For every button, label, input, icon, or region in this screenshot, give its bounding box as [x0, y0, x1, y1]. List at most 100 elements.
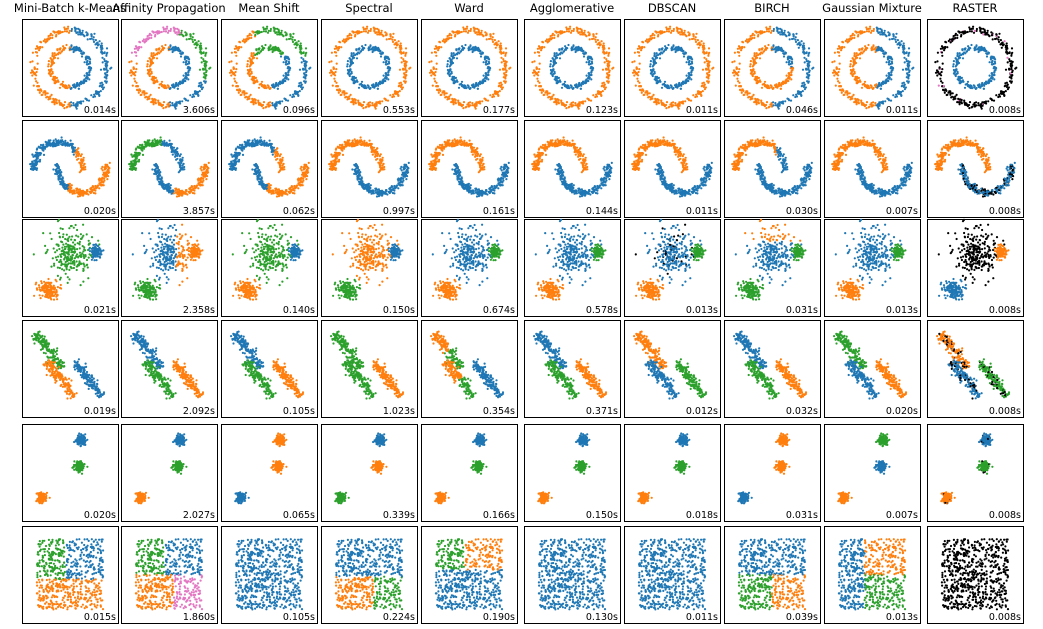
data-point — [853, 54, 856, 58]
data-point — [274, 45, 277, 49]
data-point — [55, 53, 58, 57]
data-point — [443, 41, 446, 44]
data-point — [104, 72, 107, 75]
data-point — [175, 84, 178, 87]
data-point — [348, 74, 351, 78]
data-point — [230, 60, 233, 63]
data-point — [643, 93, 646, 96]
data-point — [986, 29, 989, 32]
data-point — [556, 77, 559, 80]
data-point — [173, 48, 176, 51]
data-point — [705, 60, 708, 63]
data-point — [657, 33, 660, 37]
data-point — [40, 89, 43, 92]
data-point — [688, 38, 691, 41]
data-point — [652, 68, 655, 71]
data-point — [883, 29, 886, 32]
data-point — [664, 45, 667, 48]
data-point — [249, 72, 252, 75]
data-point — [382, 74, 385, 77]
data-point — [737, 80, 740, 83]
data-point — [558, 57, 562, 60]
data-point — [332, 66, 335, 69]
data-point — [694, 40, 698, 44]
data-point — [486, 67, 489, 70]
data-point — [551, 34, 554, 37]
data-point — [153, 77, 156, 80]
data-point — [29, 61, 32, 64]
data-point — [789, 99, 793, 102]
data-point — [477, 28, 480, 31]
data-point — [696, 39, 700, 42]
data-point — [162, 101, 166, 104]
data-point — [474, 107, 477, 110]
data-point — [607, 68, 610, 71]
data-point — [85, 61, 88, 64]
data-point — [569, 31, 573, 34]
data-point — [762, 50, 766, 53]
data-point — [605, 51, 608, 54]
data-point — [70, 27, 73, 31]
data-point — [360, 30, 363, 34]
data-point — [675, 83, 678, 86]
data-point — [267, 86, 270, 89]
data-point — [435, 54, 438, 57]
data-point — [894, 36, 897, 39]
data-point — [374, 103, 377, 106]
data-point — [877, 107, 880, 110]
data-point — [897, 46, 900, 49]
data-point — [670, 29, 673, 32]
data-point — [591, 37, 594, 41]
data-point — [294, 90, 297, 93]
data-point — [692, 33, 695, 36]
data-point — [498, 44, 501, 47]
data-point — [587, 63, 591, 66]
data-point — [888, 38, 891, 41]
data-point — [457, 101, 460, 104]
data-point — [448, 65, 451, 68]
data-point — [753, 54, 756, 58]
data-point — [181, 52, 184, 55]
data-point — [686, 77, 690, 80]
data-point — [757, 53, 760, 57]
data-point — [555, 52, 558, 55]
data-point — [277, 30, 280, 34]
data-point — [335, 68, 338, 71]
data-point — [603, 56, 606, 59]
column-title: Agglomerative — [530, 1, 614, 15]
data-point — [572, 27, 576, 31]
data-point — [266, 31, 270, 34]
data-point — [880, 101, 883, 104]
data-point — [36, 62, 39, 65]
data-point — [189, 67, 192, 70]
data-point — [138, 40, 141, 44]
data-point — [346, 60, 349, 63]
data-point — [839, 84, 842, 88]
data-point — [592, 33, 595, 36]
data-point — [377, 28, 380, 31]
data-point — [95, 92, 98, 95]
data-point — [348, 34, 351, 37]
data-point — [677, 45, 680, 49]
data-point — [248, 57, 251, 60]
data-point — [864, 45, 867, 48]
data-point — [663, 30, 666, 34]
data-point — [703, 56, 706, 59]
data-point — [489, 67, 492, 70]
data-point — [901, 44, 905, 47]
data-point — [106, 71, 109, 74]
data-point — [590, 69, 593, 72]
data-point — [760, 86, 764, 89]
data-point — [851, 74, 854, 78]
data-point — [450, 62, 453, 65]
data-point — [608, 71, 611, 74]
data-point — [770, 103, 773, 106]
data-point — [1005, 50, 1008, 53]
data-point — [157, 48, 161, 51]
data-point — [756, 77, 759, 80]
data-point — [692, 94, 695, 97]
data-point — [164, 30, 167, 33]
data-point — [354, 33, 357, 37]
data-point — [287, 71, 290, 74]
data-point — [502, 51, 505, 54]
